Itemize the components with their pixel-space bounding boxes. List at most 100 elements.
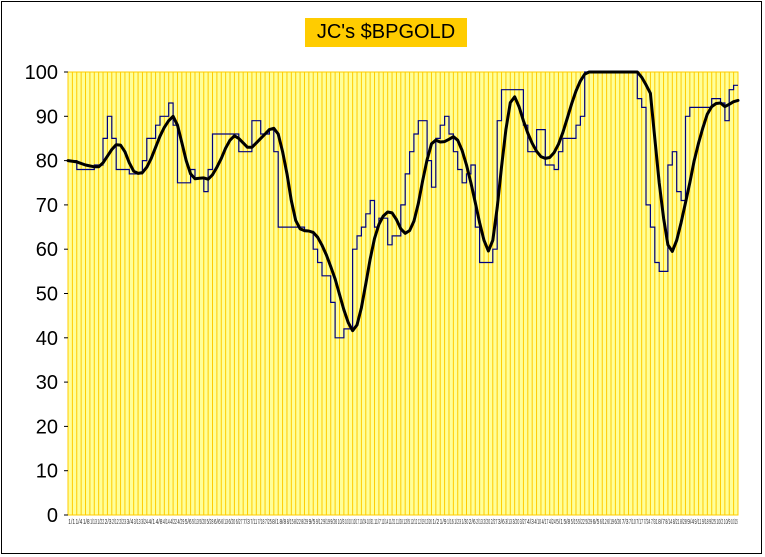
x-tick-label: 9/25	[709, 519, 716, 526]
y-tick-label: 90	[36, 106, 58, 128]
x-tick-label: 1/2	[432, 519, 439, 526]
x-tick-label: 1/1	[68, 519, 75, 526]
x-tick-label: 6/19	[607, 519, 614, 526]
y-tick-label: 40	[36, 328, 58, 350]
x-tick-label: 8/8	[279, 519, 286, 526]
x-tick-label: 8/29	[301, 519, 308, 526]
y-tick-label: 0	[47, 505, 58, 527]
x-tick-label: 3/20	[512, 519, 519, 526]
x-tick-label: 11/28	[396, 519, 403, 526]
chart-title: JC's $BPGOLD	[305, 18, 467, 47]
x-tick-label: 4/24	[549, 519, 556, 526]
x-tick-label: 7/25	[265, 519, 272, 526]
x-tick-label: 3/27	[520, 519, 527, 526]
x-tick-label: 11/21	[389, 519, 396, 526]
x-tick-label: 5/28	[207, 519, 214, 526]
x-tick-label: 12/12	[411, 519, 418, 526]
x-tick-label: 10/15	[731, 519, 738, 526]
x-tick-label: 6/20	[228, 519, 235, 526]
x-tick-label: 1/8	[83, 519, 90, 526]
x-axis: 1/1 1/4 1/8 1/13 1/22 2/3 2/12 2/23 3/4 3/13 3/24 4…	[68, 519, 738, 526]
y-tick-label: 60	[36, 239, 58, 261]
x-tick-label: 8/7	[658, 519, 665, 526]
x-tick-label: 10/2	[716, 519, 723, 526]
x-tick-label: 10/17	[352, 519, 359, 526]
x-tick-label: 2/6	[469, 519, 476, 526]
y-tick-label: 10	[36, 461, 58, 483]
x-tick-label: 10/3	[338, 519, 345, 526]
x-tick-label: 12/19	[418, 519, 425, 526]
x-tick-label: 6/6	[214, 519, 221, 526]
x-tick-label: 7/11	[250, 519, 257, 526]
x-tick-label: 8/22	[294, 519, 301, 526]
x-tick-label: 5/8	[563, 519, 570, 526]
x-tick-label: 9/19	[323, 519, 330, 526]
x-tick-label: 3/4	[127, 519, 134, 526]
x-tick-label: 10/31	[367, 519, 374, 526]
x-tick-label: 1/22	[97, 519, 104, 526]
x-tick-label: 5/20	[199, 519, 206, 526]
series-smoothed-line	[66, 70, 740, 333]
x-tick-label: 4/17	[542, 519, 549, 526]
x-tick-label: 7/31	[651, 519, 658, 526]
x-tick-label: 2/12	[112, 519, 119, 526]
x-tick-label: 1/9	[440, 519, 447, 526]
x-tick-label: 3/24	[141, 519, 148, 526]
x-tick-label: 9/11	[695, 519, 702, 526]
x-tick-label: 5/13	[192, 519, 199, 526]
x-tick-label: 3/6	[498, 519, 505, 526]
x-tick-label: 1/23	[454, 519, 461, 526]
y-axis: 0 10 20 30 40 50 60 70 80 90 100	[25, 62, 68, 527]
x-tick-label: 7/24	[644, 519, 651, 526]
x-tick-label: 4/10	[534, 519, 541, 526]
x-tick-label: 9/18	[702, 519, 709, 526]
x-tick-label: 5/15	[571, 519, 578, 526]
x-tick-label: 8/21	[673, 519, 680, 526]
x-tick-label: 2/3	[105, 519, 112, 526]
x-tick-label: 6/26	[614, 519, 621, 526]
x-tick-label: 10/10	[345, 519, 352, 526]
x-tick-label: 11/14	[381, 519, 388, 526]
x-tick-label: 9/26	[330, 519, 337, 526]
x-tick-label: 4/3	[527, 519, 534, 526]
x-tick-label: 1/30	[462, 519, 469, 526]
x-tick-label: 3/13	[134, 519, 141, 526]
x-tick-label: 2/23	[119, 519, 126, 526]
x-tick-label: 1/13	[90, 519, 97, 526]
y-tick-label: 100	[25, 62, 58, 84]
plot-area	[68, 72, 738, 515]
y-tick-label: 50	[36, 284, 58, 306]
x-tick-label: 9/5	[309, 519, 316, 526]
x-tick-label: 3/13	[505, 519, 512, 526]
x-tick-label: 4/8	[156, 519, 163, 526]
x-tick-label: 6/27	[236, 519, 243, 526]
x-tick-label: 5/6	[185, 519, 192, 526]
x-tick-label: 4/29	[177, 519, 184, 526]
x-tick-label: 6/12	[600, 519, 607, 526]
x-tick-label: 7/18	[258, 519, 265, 526]
x-tick-label: 12/26	[425, 519, 432, 526]
x-tick-label: 10/9	[724, 519, 731, 526]
x-tick-label: 5/22	[578, 519, 585, 526]
x-tick-label: 11/7	[374, 519, 381, 526]
x-tick-label: 4/14	[163, 519, 170, 526]
x-tick-label: 2/20	[483, 519, 490, 526]
y-tick-label: 70	[36, 195, 58, 217]
x-tick-label: 9/12	[316, 519, 323, 526]
x-tick-label: 10/24	[360, 519, 367, 526]
y-tick-label: 30	[36, 372, 58, 394]
x-tick-label: 7/10	[629, 519, 636, 526]
x-tick-label: 6/13	[221, 519, 228, 526]
y-tick-label: 80	[36, 151, 58, 173]
x-tick-label: 4/22	[170, 519, 177, 526]
x-tick-label: 2/13	[476, 519, 483, 526]
x-tick-label: 7/3	[243, 519, 250, 526]
x-tick-label: 5/29	[585, 519, 592, 526]
x-tick-label: 4/1	[148, 519, 155, 526]
x-tick-label: 6/5	[593, 519, 600, 526]
x-tick-label: 5/1	[556, 519, 563, 526]
x-tick-label: 8/15	[287, 519, 294, 526]
x-tick-label: 9/4	[687, 519, 694, 526]
x-tick-label: 1/4	[76, 519, 83, 526]
